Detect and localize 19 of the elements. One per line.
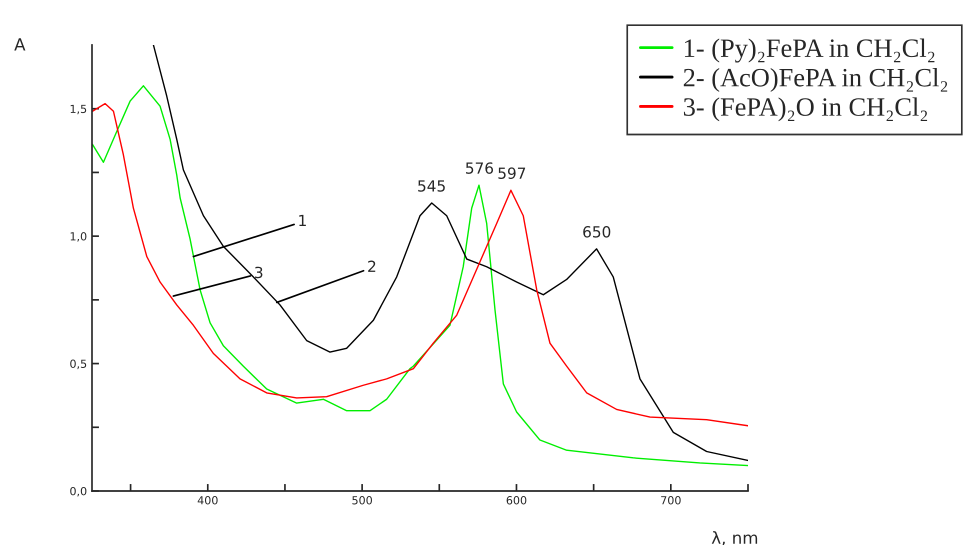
x-tick-label: 400 <box>198 496 218 504</box>
y-axis-title: A <box>14 38 26 50</box>
annotation: 545 <box>418 180 445 192</box>
x-tick-label: 500 <box>352 496 372 504</box>
annotation: 597 <box>498 167 526 179</box>
legend-label: 2- (AcO)FePA in CH₂Cl₂ <box>684 68 948 92</box>
y-tick-label: 1,5 <box>70 104 86 114</box>
annotation: 1 <box>299 214 306 226</box>
annotation: 650 <box>583 226 610 238</box>
annotation: 576 <box>466 162 494 174</box>
y-tick-label: 0,0 <box>70 486 86 497</box>
legend-label: 3- (FePA)₂O in CH₂Cl₂ <box>684 97 928 122</box>
y-tick-label: 0,5 <box>70 360 86 370</box>
y-tick-label: 1,0 <box>70 232 86 242</box>
legend-label: 1- (Py)₂FePA in CH₂Cl₂ <box>684 38 934 63</box>
x-tick-label: 600 <box>506 496 526 504</box>
x-tick-label: 700 <box>661 496 681 504</box>
annotation: 2 <box>368 260 376 272</box>
annotation: 3 <box>255 266 262 278</box>
